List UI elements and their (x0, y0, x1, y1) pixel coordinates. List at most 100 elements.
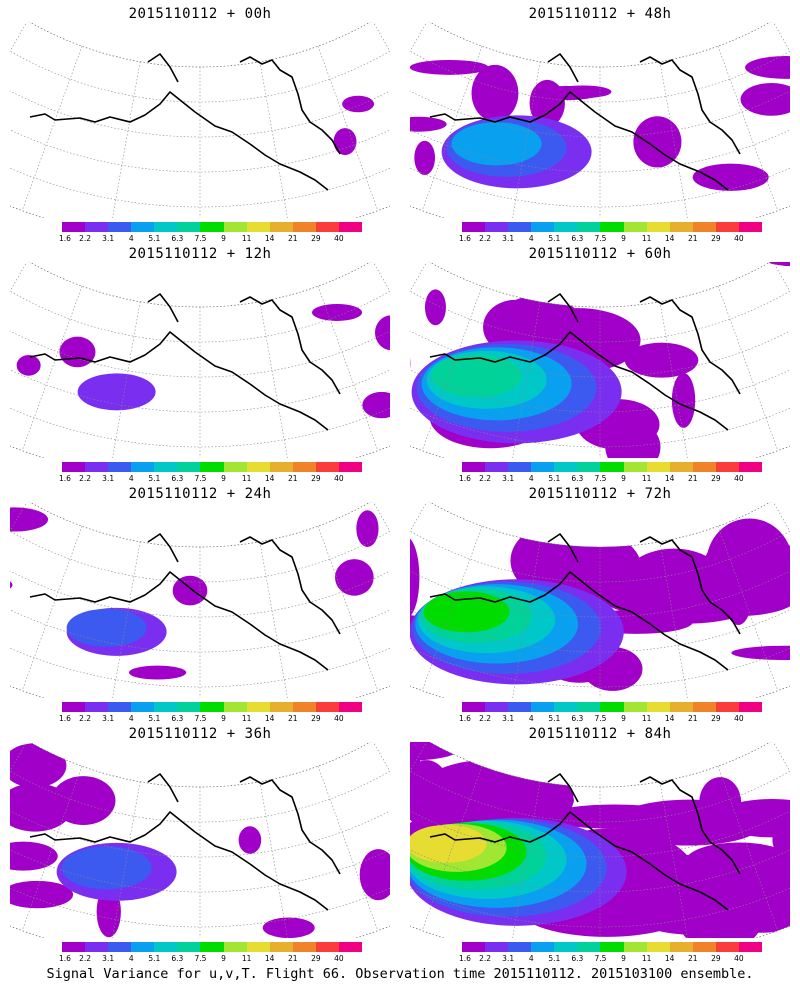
colorbar-tick-label: 9 (221, 474, 226, 483)
panel-title: 2015110112 + 12h (128, 246, 272, 262)
colorbar-swatch (508, 462, 532, 472)
colorbar-tick-label: 1.6 (459, 714, 471, 723)
colorbar-tick-label: 21 (287, 954, 298, 963)
colorbar-tick-label: 5.1 (148, 714, 161, 723)
variance-blob (414, 140, 436, 175)
variance-field (16, 304, 390, 419)
colorbar-swatch (85, 702, 109, 712)
variance-blob (362, 391, 390, 419)
colorbar-swatch (131, 462, 155, 472)
colorbar-tick-label: 29 (711, 474, 721, 483)
colorbar-tick-label: 14 (264, 234, 275, 243)
colorbar-swatch (269, 222, 293, 232)
colorbar (62, 942, 363, 952)
colorbar-tick-label: 29 (311, 474, 321, 483)
colorbar-swatch (292, 942, 316, 952)
colorbar-tick-label: 1.6 (459, 954, 471, 963)
colorbar-swatch (85, 222, 109, 232)
colorbar-tick-label: 5.1 (148, 954, 161, 963)
variance-blob (685, 842, 790, 881)
panel-title: 2015110112 + 84h (528, 726, 672, 742)
variance-blob (128, 665, 187, 680)
colorbar-swatch (338, 702, 363, 712)
variance-blob (692, 163, 769, 191)
coastline (29, 533, 341, 671)
colorbar-swatch (554, 702, 578, 712)
variance-blob (238, 826, 262, 854)
colorbar-tick-label: 40 (334, 954, 344, 963)
colorbar-tick-label: 40 (734, 954, 744, 963)
map-boundary (10, 262, 390, 458)
colorbar-tick-label: 14 (264, 954, 275, 963)
graticule (10, 742, 390, 938)
colorbar-swatch (577, 222, 601, 232)
graticule (10, 22, 390, 218)
variance-contour (61, 846, 152, 890)
colorbar-tick-label: 21 (687, 234, 698, 243)
colorbar-swatch (462, 462, 486, 472)
colorbar-swatch (738, 222, 763, 232)
colorbar-swatch (531, 462, 555, 472)
colorbar-swatch (531, 222, 555, 232)
colorbar-tick-label: 4 (528, 234, 534, 243)
colorbar-ticks: 1.6 2.2 3.1 4 5.1 6.3 7.5 9 11 14 21 29 40 (59, 474, 362, 484)
colorbar-swatch (462, 942, 486, 952)
panel-title: 2015110112 + 48h (528, 6, 672, 22)
colorbar-tick-label: 2.2 (79, 954, 92, 963)
colorbar-ticks: 1.6 2.2 3.1 4 5.1 6.3 7.5 9 11 14 21 29 40 (459, 714, 762, 724)
polar-map (10, 502, 390, 698)
colorbar-tick-label: 2.2 (479, 474, 492, 483)
variance-blob (765, 262, 790, 267)
variance-blob (706, 518, 790, 609)
colorbar-tick-label: 3.1 (502, 714, 515, 723)
colorbar (62, 702, 363, 712)
colorbar-tick-label: 14 (664, 474, 675, 483)
colorbar-tick-label: 7.5 (594, 234, 607, 243)
colorbar-tick-label: 3.1 (102, 234, 115, 243)
colorbar (462, 222, 763, 232)
variance-blob (172, 575, 208, 606)
colorbar-tick-label: 4 (528, 474, 534, 483)
graticule (10, 502, 390, 698)
variance-blob (262, 917, 315, 938)
colorbar-swatch (623, 222, 647, 232)
variance-blob (312, 304, 363, 321)
colorbar-tick-label: 29 (311, 234, 321, 243)
colorbar-swatch (62, 222, 86, 232)
colorbar-swatch (646, 702, 670, 712)
colorbar-swatch (200, 222, 224, 232)
colorbar-tick-label: 40 (734, 474, 744, 483)
variance-blob (424, 289, 446, 326)
map-boundary (410, 22, 790, 218)
colorbar-swatch (485, 702, 509, 712)
colorbar-swatch (315, 222, 339, 232)
colorbar-swatch (200, 702, 224, 712)
variance-field (10, 507, 379, 680)
colorbar-swatch (269, 942, 293, 952)
colorbar-tick-label: 6.3 (571, 234, 584, 243)
colorbar-swatch (177, 462, 201, 472)
variance-field (410, 262, 790, 458)
colorbar-swatch (223, 942, 247, 952)
colorbar-tick-label: 5.1 (148, 474, 161, 483)
variance-blob (533, 86, 602, 101)
map-boundary (10, 502, 390, 698)
colorbar-swatch (338, 942, 363, 952)
variance-contour (423, 591, 510, 633)
colorbar-swatch (738, 462, 763, 472)
colorbar-swatch (554, 222, 578, 232)
colorbar-swatch (646, 462, 670, 472)
colorbar-tick-label: 5.1 (548, 954, 561, 963)
colorbar-tick-label: 6.3 (171, 714, 184, 723)
colorbar-swatch (485, 222, 509, 232)
colorbar-tick-label: 1.6 (59, 234, 71, 243)
colorbar-tick-label: 21 (687, 714, 698, 723)
colorbar-swatch (669, 462, 693, 472)
colorbar-tick-label: 11 (641, 234, 652, 243)
colorbar-ticks: 1.6 2.2 3.1 4 5.1 6.3 7.5 9 11 14 21 29 40 (459, 954, 762, 964)
colorbar-tick-label: 9 (621, 474, 626, 483)
colorbar-tick-label: 4 (128, 474, 134, 483)
colorbar-swatch (246, 702, 270, 712)
colorbar-swatch (669, 702, 693, 712)
variance-blob (16, 355, 41, 376)
